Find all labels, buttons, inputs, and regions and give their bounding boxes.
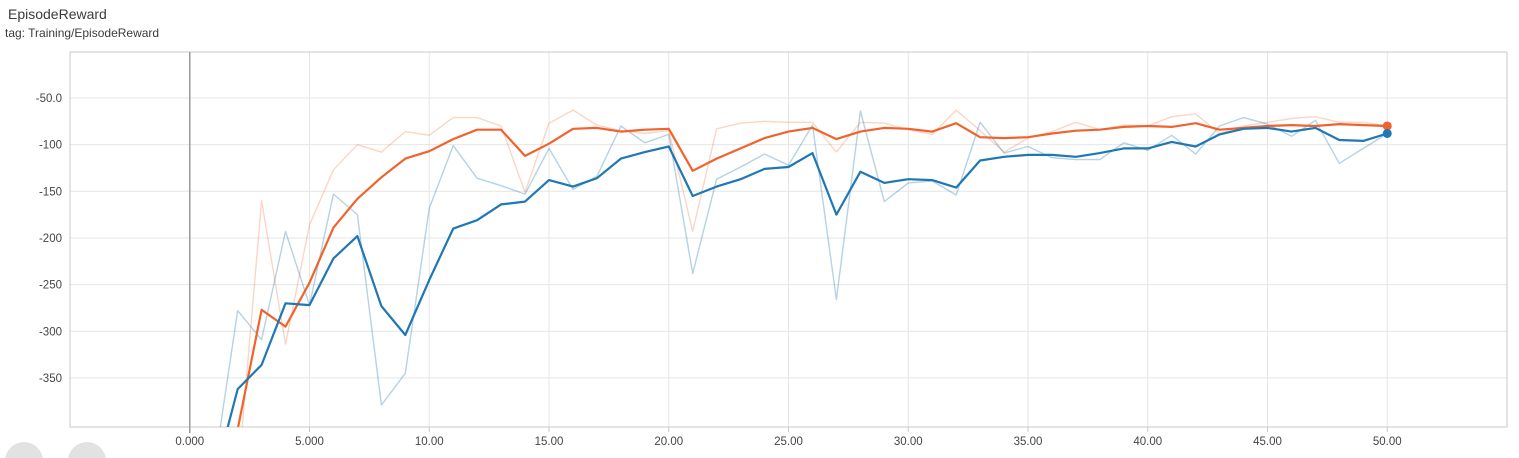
y-tick-label: -350 bbox=[39, 373, 62, 385]
chart-title: EpisodeReward bbox=[8, 6, 107, 22]
series-line-blue-run-raw bbox=[219, 110, 1389, 427]
plot-area[interactable] bbox=[214, 109, 1392, 458]
plot-border bbox=[69, 51, 1508, 428]
x-tick-label: 30.00 bbox=[894, 436, 923, 448]
x-tick-label: 50.00 bbox=[1373, 436, 1402, 448]
x-tick-label: 40.00 bbox=[1133, 436, 1162, 448]
y-tick-label: -50.0 bbox=[36, 93, 62, 105]
series-line-orange-run-raw bbox=[241, 109, 1389, 427]
series-end-dot-blue-run-smoothed bbox=[1382, 128, 1392, 138]
x-tick-label: 0.000 bbox=[175, 436, 204, 448]
y-tick-label: -250 bbox=[39, 280, 62, 292]
x-tick-label: 5.000 bbox=[295, 436, 324, 448]
x-tick-label: 35.00 bbox=[1014, 436, 1043, 448]
series-line-orange-run-smoothed bbox=[237, 122, 1389, 427]
y-tick-label: -100 bbox=[39, 140, 62, 152]
x-tick-label: 20.00 bbox=[654, 436, 683, 448]
y-tick-label: -300 bbox=[39, 326, 62, 338]
x-tick-label: 15.00 bbox=[535, 436, 564, 448]
x-tick-label: 45.00 bbox=[1253, 436, 1282, 448]
y-tick-label: -200 bbox=[39, 233, 62, 245]
x-tick-label: 10.00 bbox=[415, 436, 444, 448]
series-end-dot-orange-run-smoothed bbox=[1382, 121, 1392, 131]
card-action-button-2[interactable] bbox=[68, 442, 106, 458]
y-tick-label: -150 bbox=[39, 186, 62, 198]
card-action-button-1[interactable] bbox=[5, 442, 43, 458]
x-tick-label: 25.00 bbox=[774, 436, 803, 448]
chart-tag-subtitle: tag: Training/EpisodeReward bbox=[5, 26, 160, 40]
series-line-blue-run-smoothed bbox=[226, 126, 1389, 427]
